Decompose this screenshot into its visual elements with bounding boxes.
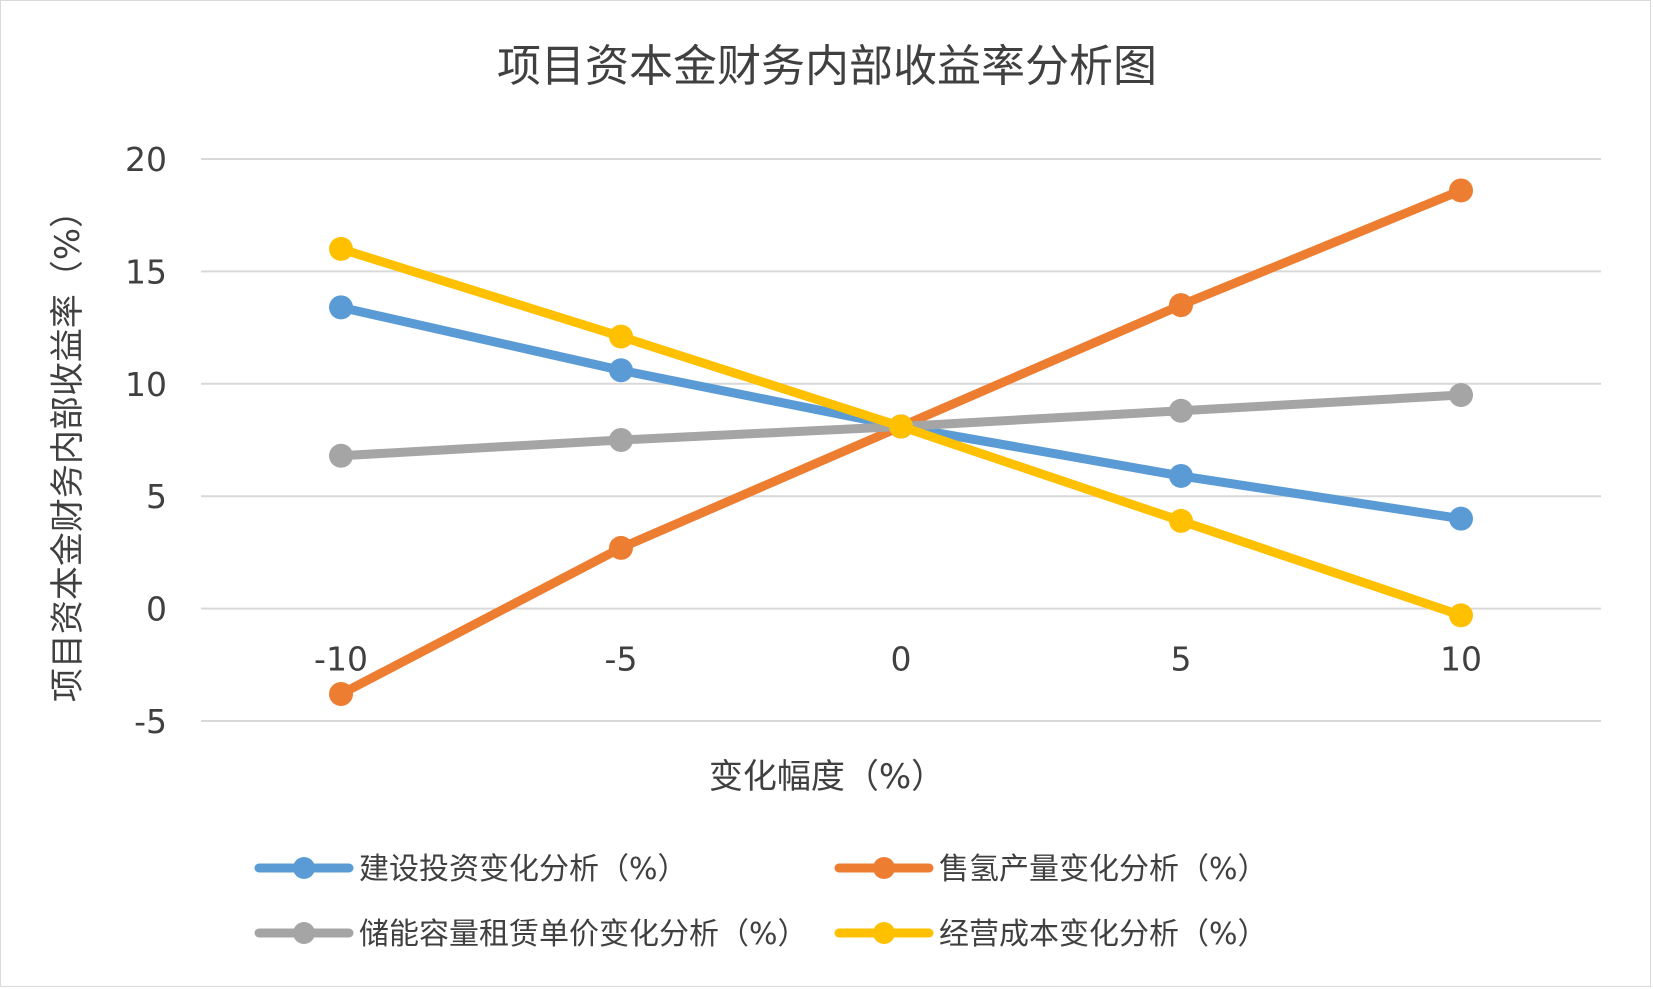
- data-point: [889, 414, 913, 439]
- legend-swatch-marker: [873, 857, 895, 879]
- x-tick-label: -5: [605, 640, 638, 679]
- y-tick-label: -5: [134, 702, 167, 741]
- series-1: [329, 178, 1473, 707]
- data-point: [609, 358, 633, 383]
- data-point: [329, 682, 353, 707]
- y-axis-ticks: -5 0 5 10 15 20: [125, 140, 167, 741]
- y-tick-label: 10: [125, 365, 167, 404]
- legend-item: 经营成本变化分析（%）: [834, 917, 1268, 952]
- data-point: [609, 535, 633, 560]
- y-tick-label: 0: [146, 590, 167, 629]
- data-point: [609, 428, 633, 452]
- data-point: [1169, 463, 1193, 488]
- data-point: [1169, 398, 1193, 423]
- legend-label: 售氢产量变化分析（%）: [939, 852, 1268, 887]
- legend-label: 储能容量租赁单价变化分析（%）: [359, 917, 808, 952]
- data-point: [1449, 383, 1473, 408]
- chart-title: 项目资本金财务内部收益率分析图: [497, 41, 1157, 92]
- x-tick-label: 5: [1171, 640, 1192, 679]
- legend-label: 经营成本变化分析（%）: [939, 917, 1268, 952]
- legend-label: 建设投资变化分析（%）: [359, 852, 688, 887]
- legend-item: 售氢产量变化分析（%）: [834, 852, 1268, 887]
- series-lines: [329, 178, 1473, 707]
- data-point: [1449, 603, 1473, 628]
- data-point: [329, 443, 353, 468]
- legend-item: 建设投资变化分析（%）: [254, 852, 688, 887]
- y-axis-title: 项目资本金财务内部收益率（%）: [48, 194, 88, 702]
- data-point: [329, 236, 353, 261]
- legend-swatch-marker: [293, 922, 315, 944]
- legend-item: 储能容量租赁单价变化分析（%）: [254, 917, 808, 952]
- data-point: [1169, 508, 1193, 533]
- legend-swatch-marker: [873, 922, 895, 944]
- gridlines: [201, 158, 1601, 722]
- data-point: [609, 324, 633, 349]
- data-point: [1449, 178, 1473, 203]
- x-axis-ticks: -10 -5 0 5 10: [314, 640, 1482, 679]
- x-axis-title: 变化幅度（%）: [709, 757, 945, 797]
- data-point: [329, 295, 353, 320]
- series-line: [336, 302, 1466, 524]
- y-tick-label: 20: [125, 140, 167, 179]
- x-tick-label: 0: [891, 640, 912, 679]
- legend-swatch-marker: [293, 857, 315, 879]
- y-tick-label: 15: [125, 252, 167, 291]
- data-point: [1449, 506, 1473, 531]
- series-3: [329, 236, 1473, 628]
- x-tick-label: 10: [1440, 640, 1482, 679]
- data-point: [1169, 293, 1193, 318]
- y-tick-label: 5: [146, 477, 167, 516]
- x-tick-label: -10: [314, 640, 368, 679]
- legend: 建设投资变化分析（%） 售氢产量变化分析（%） 储能容量租赁单价变化分析（%） 经营成…: [254, 852, 1268, 952]
